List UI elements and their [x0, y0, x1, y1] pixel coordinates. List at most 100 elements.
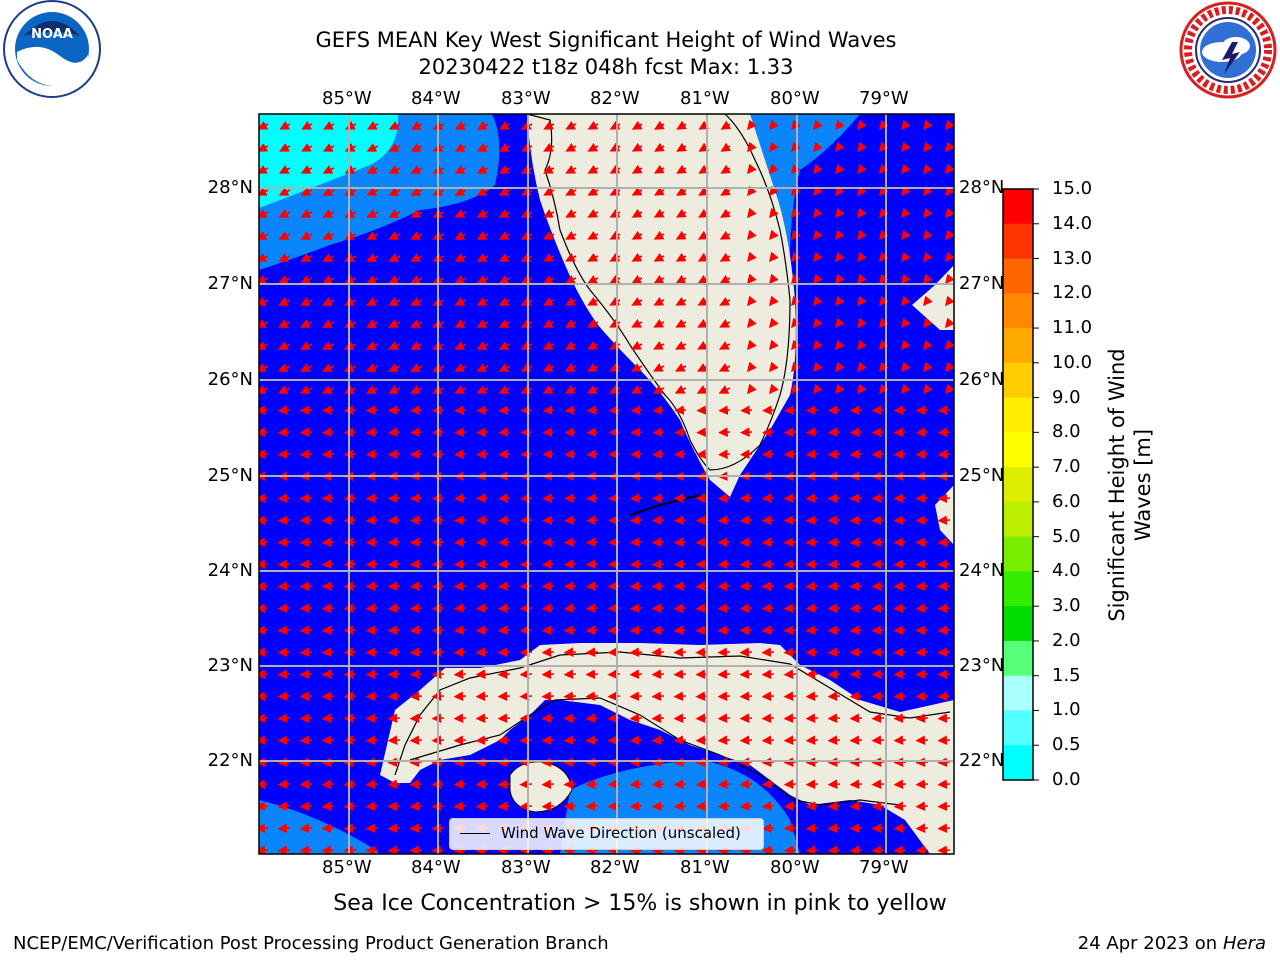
wave-arrow-383: [944, 361, 954, 373]
wave-arrow-657: [629, 559, 643, 569]
wave-arrow-503: [761, 449, 775, 459]
lon-tick-bottom-0: 85°W: [322, 857, 372, 878]
wave-arrow-137: [454, 209, 467, 218]
wave-arrow-691: [673, 581, 687, 591]
wave-arrow-827: [849, 669, 863, 679]
wave-arrow-114: [653, 186, 665, 196]
wave-arrow-708: [343, 603, 357, 613]
wave-arrow-806: [387, 669, 401, 679]
wave-arrow-1021: [893, 801, 907, 811]
wave-arrow-635: [849, 537, 863, 547]
wave-arrow-208: [609, 252, 621, 262]
wave-arrow-1027: [321, 823, 335, 833]
wave-arrow-749: [541, 625, 555, 635]
wave-arrow-306: [653, 318, 665, 328]
wave-arrow-357: [365, 363, 379, 372]
wave-arrow-800: [259, 669, 269, 679]
wave-arrow-907: [497, 735, 511, 745]
wave-arrow-95: [944, 163, 954, 175]
noaa-logo-icon: NOAA: [3, 0, 101, 98]
wave-arrow-898: [299, 735, 313, 745]
wave-arrow-70: [388, 165, 401, 174]
wave-arrow-286: [922, 295, 933, 307]
wave-arrow-502: [739, 449, 753, 459]
lat-tick-left-2: 26°N: [207, 369, 253, 390]
wave-arrow-291: [321, 319, 335, 328]
wave-arrow-336: [609, 340, 621, 350]
wave-arrow-497: [630, 449, 643, 459]
wave-arrow-176: [609, 230, 621, 240]
wave-arrow-1080: [783, 845, 797, 854]
wave-arrow-548: [343, 493, 357, 503]
wave-arrow-780: [519, 647, 533, 657]
wave-arrow-608: [259, 537, 269, 547]
wave-arrow-100: [344, 187, 357, 196]
wave-arrow-467: [674, 427, 687, 437]
wave-arrow-568: [783, 493, 797, 503]
colorbar-tick-15: 1.0: [1052, 699, 1081, 721]
lat-tick-left-6: 22°N: [207, 750, 253, 771]
wave-arrow-438: [740, 405, 753, 415]
wave-arrow-49: [631, 142, 643, 152]
wave-arrow-869: [365, 713, 379, 723]
wave-arrow-714: [475, 603, 489, 613]
wave-arrow-726: [739, 603, 753, 613]
wave-arrow-728: [783, 603, 797, 613]
wave-arrow-570: [827, 493, 841, 503]
wave-arrow-671: [937, 559, 951, 569]
wave-arrow-761: [805, 625, 819, 635]
wave-arrow-125: [900, 185, 911, 197]
wave-arrow-16: [609, 120, 621, 130]
wave-arrow-580: [343, 515, 357, 525]
wave-arrow-199: [410, 253, 423, 262]
wave-arrow-970: [475, 779, 489, 789]
wave-arrow-944: [607, 757, 621, 767]
wave-arrow-45: [543, 142, 555, 152]
land-bahamas-north: [912, 265, 954, 330]
wave-arrow-781: [541, 647, 555, 657]
wave-arrow-1013: [717, 801, 731, 811]
wave-arrow-341: [718, 340, 731, 350]
wave-arrow-871: [409, 713, 423, 723]
wave-arrow-713: [453, 603, 467, 613]
wave-arrow-88: [790, 163, 801, 175]
wave-arrow-727: [761, 603, 775, 613]
lat-tick-left-4: 24°N: [207, 560, 253, 581]
colorbar-tick-7: 8.0: [1052, 421, 1081, 443]
wave-arrow-828: [871, 669, 885, 679]
wave-arrow-966: [387, 779, 401, 789]
wave-arrow-31: [944, 119, 954, 131]
wave-arrow-581: [365, 515, 379, 525]
wave-arrow-562: [652, 493, 665, 503]
wave-arrow-220: [878, 251, 889, 263]
wave-arrow-790: [739, 647, 753, 657]
wave-arrow-347: [856, 339, 867, 351]
wave-arrow-630: [739, 537, 753, 547]
wave-arrow-166: [388, 231, 401, 240]
wave-arrow-651: [497, 559, 511, 569]
wave-arrow-322: [299, 341, 313, 350]
wave-arrow-765: [893, 625, 907, 635]
wave-arrow-143: [587, 208, 599, 218]
wave-arrow-455: [409, 427, 423, 437]
wave-arrow-1065: [453, 845, 467, 854]
wave-arrow-510: [915, 449, 929, 459]
wave-arrow-267: [498, 297, 511, 306]
wave-arrow-837: [365, 691, 379, 701]
wave-arrow-154: [834, 207, 845, 219]
wave-arrow-758: [739, 625, 753, 635]
wave-arrow-779: [497, 647, 511, 657]
wave-arrow-378: [834, 361, 845, 373]
lat-tick-right-4: 24°N: [959, 560, 1005, 581]
wave-arrow-845: [541, 691, 555, 701]
wave-arrow-434: [652, 405, 665, 415]
wave-arrow-42: [476, 143, 489, 152]
wave-arrow-505: [805, 449, 819, 459]
wave-arrow-1004: [519, 801, 533, 811]
wave-arrow-310: [746, 317, 757, 329]
wave-arrow-334: [564, 341, 577, 350]
wave-arrow-711: [409, 603, 423, 613]
wave-arrow-1054: [915, 823, 929, 833]
wave-arrow-812: [519, 669, 533, 679]
